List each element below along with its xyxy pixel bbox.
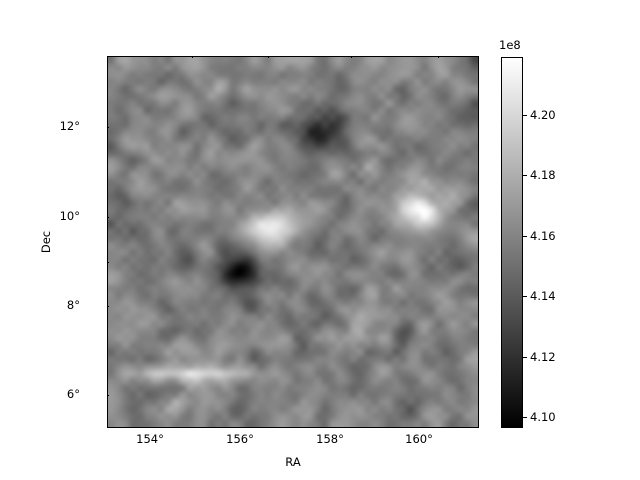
cbtick-412 [523, 357, 527, 359]
ytick-right-2 [477, 183, 478, 185]
yticklabel-10: 10° [59, 209, 80, 223]
yticklabel-6: 6° [66, 387, 80, 401]
cbtick-414 [523, 296, 527, 298]
ytick-right-5 [477, 357, 478, 359]
ytick-right-4 [477, 273, 478, 275]
yticklabel-12: 12° [59, 119, 80, 133]
y-axis-label: Dec [39, 230, 53, 254]
xtick-top-1 [191, 57, 194, 58]
cbtick-416 [523, 236, 527, 238]
xtick-top-3 [350, 57, 353, 58]
cbtick-420 [523, 115, 527, 117]
colorbar-offset-label: 1e8 [499, 38, 521, 52]
xtick-158 [329, 426, 331, 427]
xticklabel-154: 154° [136, 432, 164, 446]
cbticklabel-418: 4.18 [530, 168, 556, 182]
ytick-right-1 [477, 93, 478, 95]
sky-heatmap-image [108, 57, 478, 427]
cbticklabel-412: 4.12 [530, 350, 556, 364]
cbticklabel-416: 4.16 [530, 229, 556, 243]
cbtick-410 [523, 417, 527, 419]
colorbar[interactable] [501, 57, 523, 428]
xticklabel-156: 156° [226, 432, 254, 446]
cbtick-418 [523, 175, 527, 177]
yticklabel-8: 8° [66, 298, 80, 312]
xtick-top-4 [438, 57, 440, 58]
cbticklabel-414: 4.14 [530, 289, 556, 303]
cbticklabel-410: 4.10 [530, 410, 556, 424]
x-axis-label: RA [285, 455, 301, 469]
xtick-156 [239, 426, 241, 427]
xticklabel-160: 160° [405, 432, 433, 446]
xticklabel-158: 158° [316, 432, 344, 446]
ytick-right-3 [477, 237, 478, 239]
xtick-top-2 [267, 57, 270, 58]
xtick-154 [149, 426, 151, 427]
cbticklabel-420: 4.20 [530, 108, 556, 122]
sky-image-axes[interactable] [107, 56, 479, 428]
xtick-160 [418, 426, 421, 427]
